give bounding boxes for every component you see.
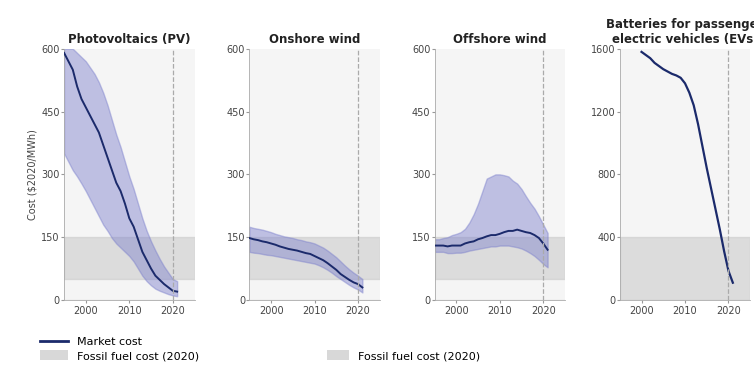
Bar bbox=[620, 237, 750, 300]
Legend: Market cost, Fossil fuel cost (2020): Market cost, Fossil fuel cost (2020) bbox=[35, 332, 204, 366]
Bar bbox=[64, 237, 195, 279]
Title: Photovoltaics (PV): Photovoltaics (PV) bbox=[68, 33, 191, 46]
Legend: Fossil fuel cost (2020): Fossil fuel cost (2020) bbox=[322, 346, 484, 366]
Title: Onshore wind: Onshore wind bbox=[269, 33, 360, 46]
Y-axis label: Cost ($2020/MWh): Cost ($2020/MWh) bbox=[27, 129, 37, 220]
Bar bbox=[250, 237, 380, 279]
Title: Batteries for passenger
electric vehicles (EVs): Batteries for passenger electric vehicle… bbox=[606, 18, 754, 46]
Bar bbox=[434, 237, 565, 279]
Title: Offshore wind: Offshore wind bbox=[453, 33, 547, 46]
